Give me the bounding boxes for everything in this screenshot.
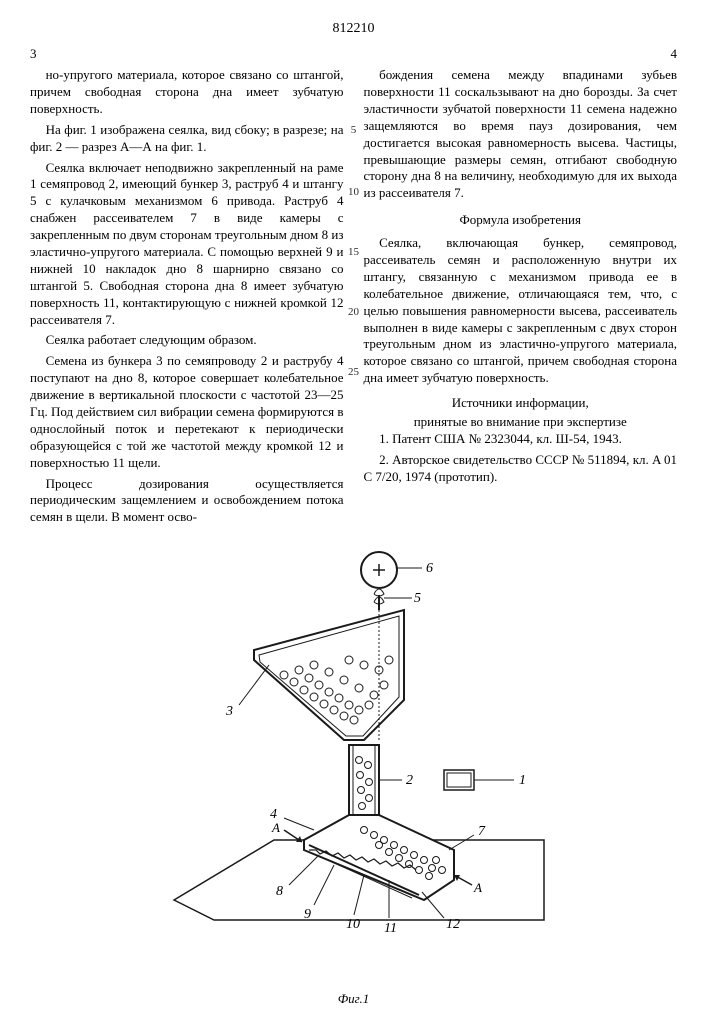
paragraph: бождения семена между впадинами зубьев п… (364, 67, 678, 202)
figure-1: 1 3 5 6 (30, 550, 677, 1008)
paragraph: Сеялка работает следующим образом. (30, 332, 344, 349)
paragraph: но-упругого материала, которое связано с… (30, 67, 344, 118)
label-3: 3 (225, 704, 233, 719)
line-num: 25 (348, 365, 359, 379)
label-5: 5 (414, 591, 421, 606)
formula-heading: Формула изобретения (364, 212, 678, 229)
page-num-left: 3 (30, 46, 37, 63)
seeder-diagram: 1 3 5 6 (154, 550, 554, 980)
paragraph: Сеялка включает неподвижно закрепленный … (30, 160, 344, 329)
bunker (254, 610, 404, 740)
disperser-chamber (304, 815, 454, 900)
label-10: 10 (346, 917, 360, 932)
label-A-right: A (473, 880, 482, 895)
page-numbers: 3 4 (30, 46, 677, 63)
page-num-right: 4 (671, 46, 678, 63)
label-8: 8 (276, 884, 283, 899)
label-A-left: A (271, 820, 280, 835)
source-item: 1. Патент США № 2323044, кл. Ш-54, 1943. (364, 431, 678, 448)
right-column: бождения семена между впадинами зубьев п… (364, 67, 678, 530)
line-num: 15 (348, 245, 359, 259)
claim-paragraph: Сеялка, включающая бункер, семяпровод, р… (364, 235, 678, 387)
label-1: 1 (519, 773, 526, 788)
line-num: 10 (348, 185, 359, 199)
paragraph: На фиг. 1 изображена сеялка, вид сбоку; … (30, 122, 344, 156)
label-2: 2 (406, 773, 413, 788)
document-number: 812210 (30, 20, 677, 38)
sources-heading: Источники информации, (364, 395, 678, 412)
label-12: 12 (446, 917, 460, 932)
label-7: 7 (478, 824, 486, 839)
source-item: 2. Авторское свидетельство СССР № 511894… (364, 452, 678, 486)
line-num: 5 (351, 123, 357, 137)
paragraph: Процесс дозирования осуществляется перио… (30, 476, 344, 527)
label-11: 11 (384, 921, 397, 936)
paragraph: Семена из бункера 3 по семяпроводу 2 и р… (30, 353, 344, 471)
label-9: 9 (304, 907, 311, 922)
label-6: 6 (426, 561, 433, 576)
sources-subheading: принятые во внимание при экспертизе (364, 414, 678, 431)
left-column: но-упругого материала, которое связано с… (30, 67, 344, 530)
line-num: 20 (348, 305, 359, 319)
